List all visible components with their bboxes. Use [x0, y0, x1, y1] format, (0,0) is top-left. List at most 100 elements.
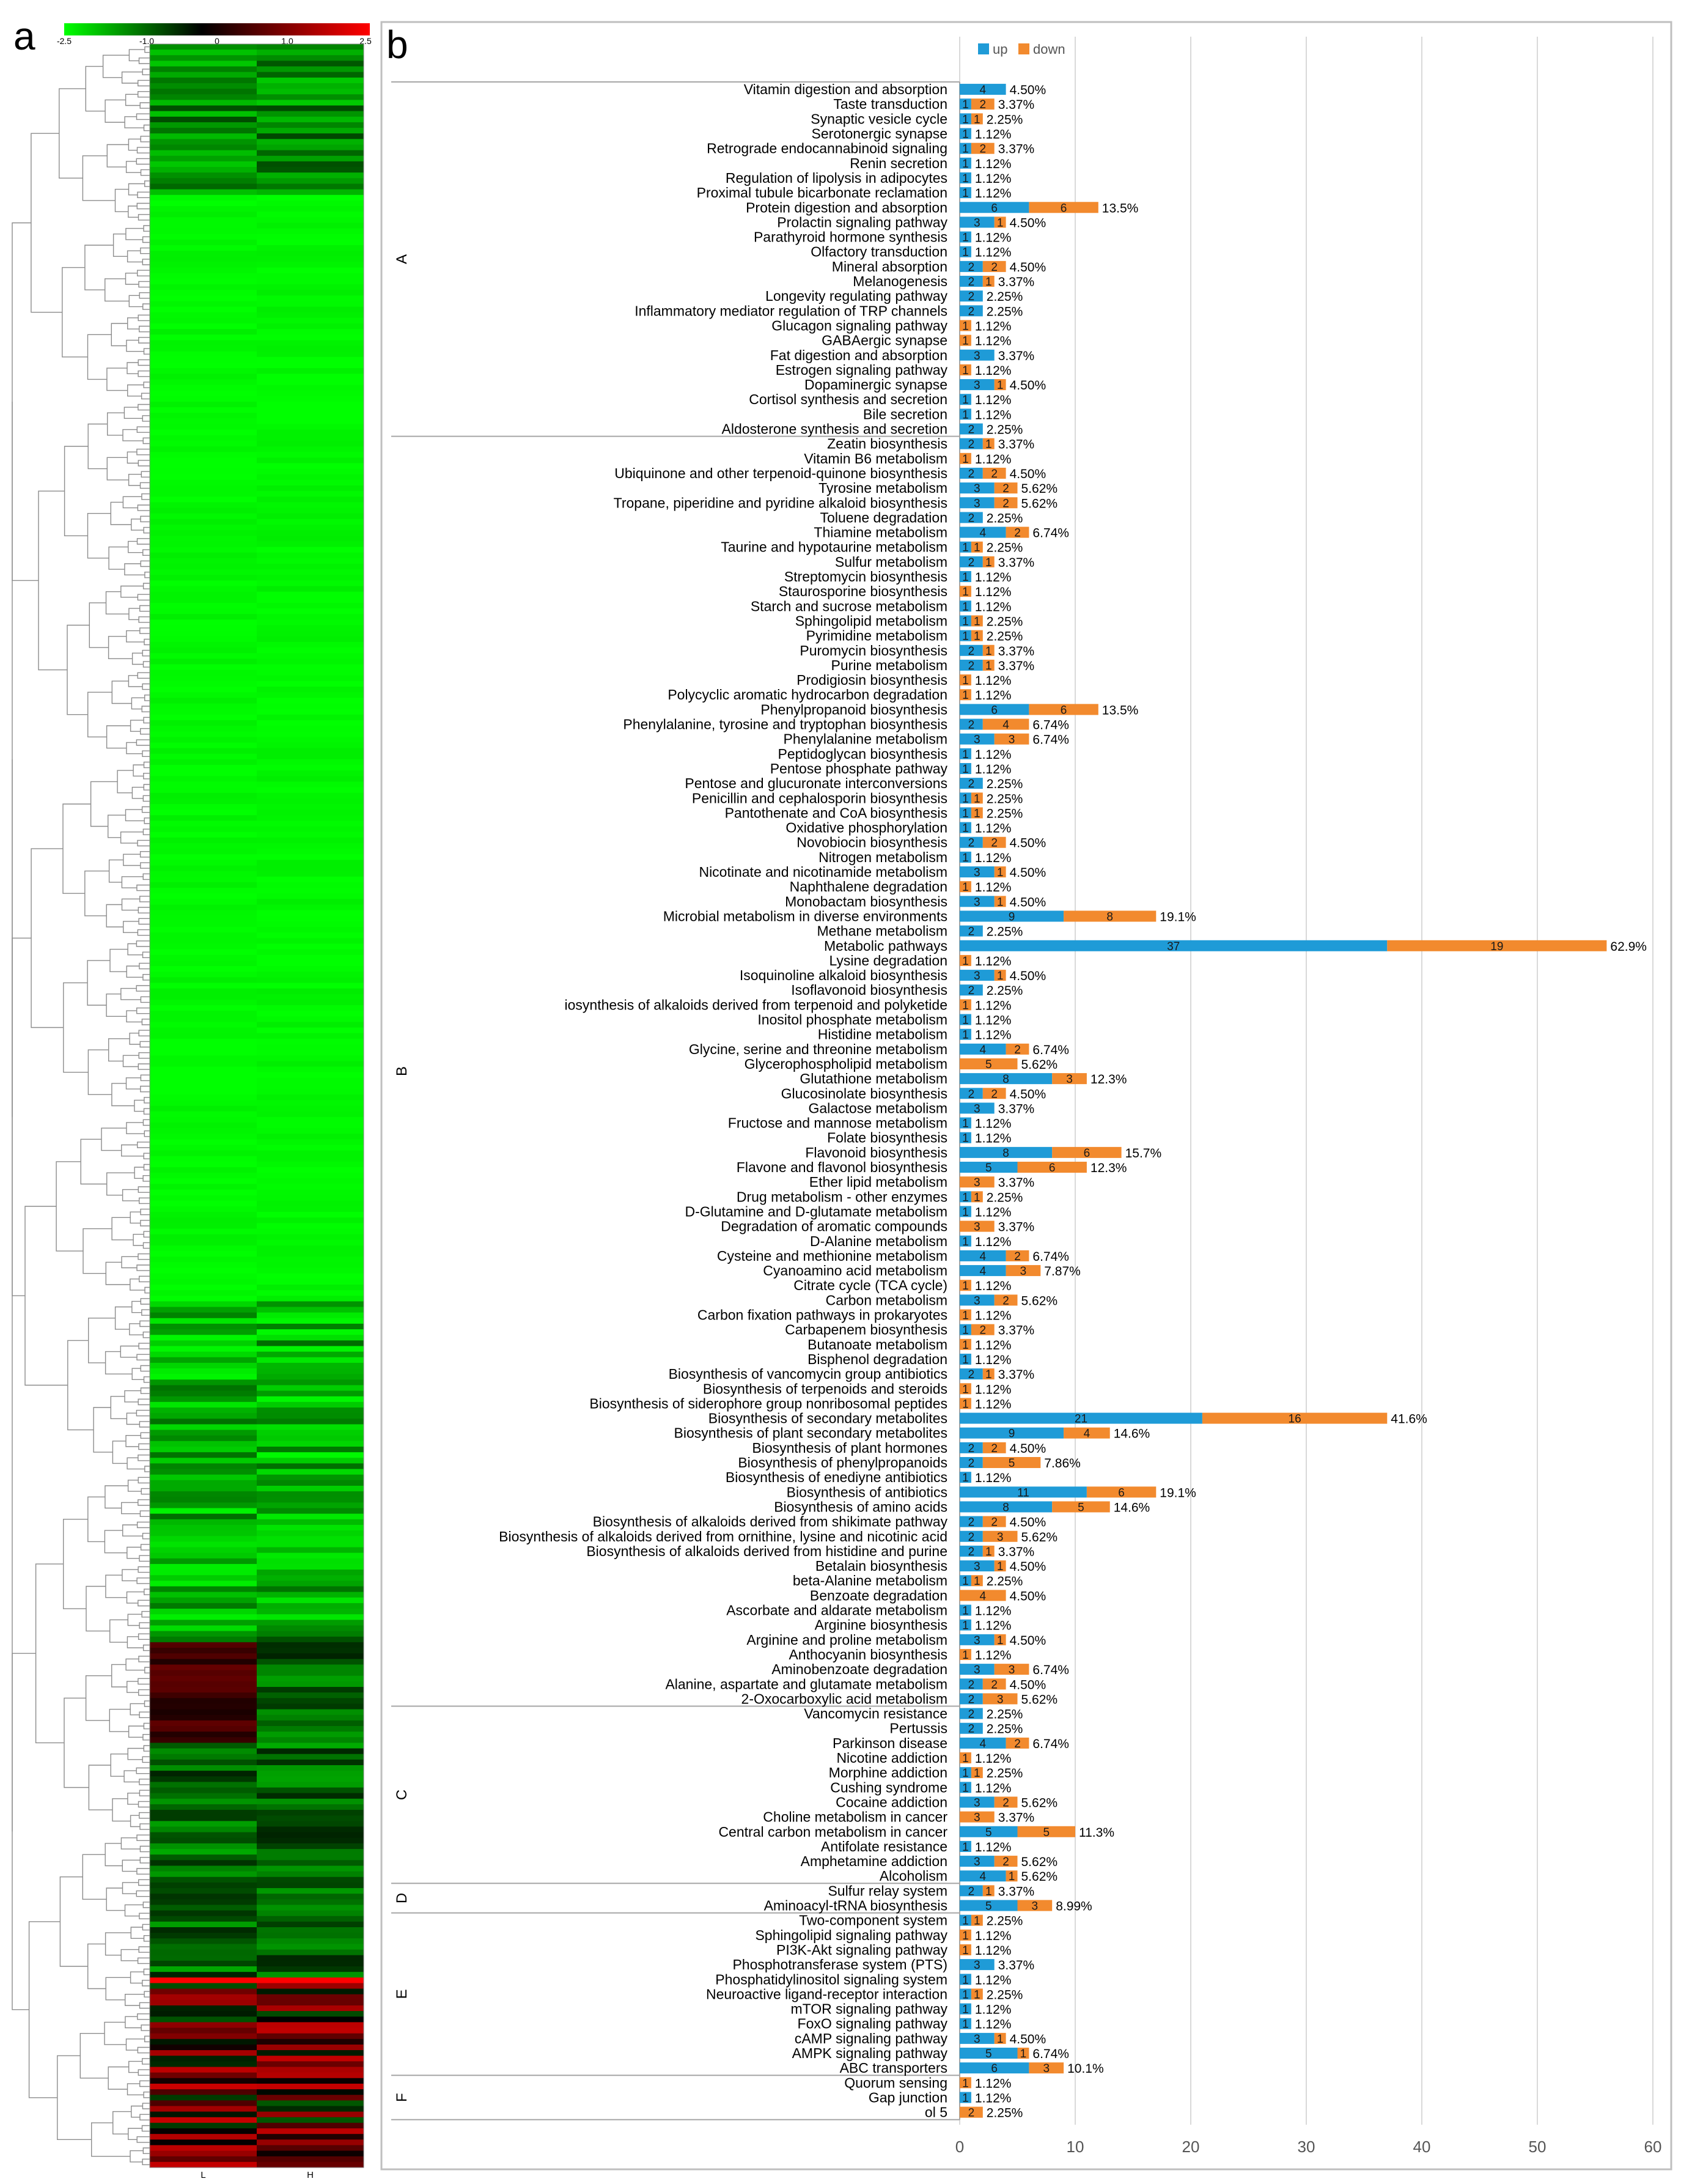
- heatmap-cell: [257, 457, 364, 464]
- heatmap-cell: [150, 653, 257, 659]
- dendrogram-branch: [133, 1234, 144, 1246]
- heatmap-cell: [150, 1860, 257, 1867]
- bar-up-value: 1: [962, 792, 969, 805]
- dendrogram-branch: [136, 538, 150, 545]
- bar-down: [994, 1796, 1018, 1808]
- x-tick-label: 20: [1182, 2138, 1200, 2156]
- bar-down-value: 1: [962, 335, 969, 348]
- heatmap-cell: [257, 228, 364, 235]
- category-label: FoxO signaling pathway: [798, 2016, 948, 2032]
- category-label: Metabolic pathways: [824, 938, 947, 954]
- dendrogram-branch: [108, 636, 133, 659]
- heatmap-cell: [257, 647, 364, 654]
- bar-down-value: 19: [1490, 940, 1503, 953]
- bar-down-value: 16: [1289, 1413, 1301, 1426]
- legend: up down: [978, 42, 1065, 57]
- heatmap-cell: [257, 1396, 364, 1403]
- dendrogram-branch: [128, 1725, 144, 1738]
- category-label: Sphingolipid metabolism: [795, 613, 947, 629]
- heatmap-cell: [150, 899, 257, 906]
- percent-label: 1.12%: [975, 1648, 1012, 1662]
- heatmap-cell: [150, 1703, 257, 1710]
- percent-label: 2.25%: [987, 1988, 1023, 2002]
- heatmap-cell: [257, 692, 364, 698]
- percent-label: 4.50%: [1010, 969, 1046, 983]
- bar-down: [994, 896, 1006, 907]
- dendrogram-branch: [144, 2035, 150, 2043]
- percent-label: 1.12%: [975, 1604, 1012, 1618]
- category-label: Fat digestion and absorption: [770, 347, 947, 363]
- percent-label: 1.12%: [975, 1929, 1012, 1943]
- heatmap-cell: [150, 1256, 257, 1263]
- heatmap-cell: [257, 1134, 364, 1140]
- bar-down: [960, 1383, 971, 1395]
- percent-label: 14.6%: [1114, 1500, 1150, 1514]
- bar-row: Dopaminergic synapse 3 1 4.50%: [804, 377, 1046, 393]
- dendrogram-branch: [139, 1823, 150, 1830]
- bar-down-value: 1: [962, 1752, 969, 1765]
- heatmap-cell: [150, 329, 257, 335]
- heatmap-cell: [150, 100, 257, 106]
- dendrogram-branch: [140, 515, 150, 523]
- category-label: Streptomycin biosynthesis: [784, 569, 947, 585]
- dendrogram-branch: [105, 99, 126, 123]
- heatmap-cell: [150, 413, 257, 419]
- bar-row: Glucosinolate biosynthesis 2 2 4.50%: [781, 1085, 1046, 1101]
- heatmap-cell: [150, 61, 257, 67]
- bar-down: [960, 2077, 971, 2089]
- bar-up-value: 1: [962, 1782, 969, 1795]
- heatmap-cell: [257, 630, 364, 637]
- bar-row: Ubiquinone and other terpenoid-quinone b…: [614, 465, 1046, 481]
- heatmap-cell: [257, 2089, 364, 2095]
- heatmap-cell: [257, 1413, 364, 1419]
- heatmap-cell: [150, 1826, 257, 1833]
- bar-up-value: 1: [962, 1014, 969, 1027]
- heatmap-cell: [150, 759, 257, 766]
- heatmap-cell: [150, 440, 257, 447]
- heatmap-cell: [150, 2111, 257, 2118]
- dendrogram-branch: [62, 803, 91, 894]
- bar-down-value: 1: [997, 2033, 1004, 2046]
- dendrogram-branch: [136, 2136, 150, 2143]
- dendrogram-branch: [142, 2147, 150, 2154]
- heatmap-cell: [150, 1949, 257, 1956]
- heatmap-cell: [150, 1664, 257, 1671]
- heatmap-cell: [150, 1413, 257, 1419]
- heatmap-cell: [150, 94, 257, 100]
- dendrogram-branch: [130, 1971, 144, 1984]
- bar-row: Pyrimidine metabolism 1 1 2.25%: [806, 628, 1023, 644]
- dendrogram-branch: [123, 407, 143, 419]
- dendrogram-branch: [139, 1711, 150, 1718]
- bar-down-value: 2: [980, 1324, 987, 1337]
- heatmap-cell: [150, 2145, 257, 2152]
- bar-up-value: 1: [962, 763, 969, 776]
- category-label: Phosphotransferase system (PTS): [732, 1957, 947, 1972]
- heatmap-cell: [150, 105, 257, 112]
- percent-label: 1.12%: [975, 1619, 1012, 1633]
- bar-up: [960, 512, 983, 523]
- bar-row: Biosynthesis of alkaloids derived from h…: [586, 1543, 1034, 1559]
- bar-up: [960, 1693, 983, 1705]
- dendrogram-branch: [128, 138, 141, 151]
- heatmap-cell: [150, 742, 257, 749]
- heatmap-cell: [257, 1340, 364, 1347]
- dendrogram-branch: [128, 540, 143, 553]
- heatmap-cell: [150, 1927, 257, 1933]
- percent-label: 1.12%: [975, 954, 1012, 968]
- heatmap-cell: [257, 1044, 364, 1050]
- heatmap-cell: [257, 837, 364, 844]
- bar-row: Inflammatory mediator regulation of TRP …: [634, 303, 1023, 319]
- percent-label: 1.12%: [975, 1397, 1012, 1411]
- heatmap-cell: [150, 681, 257, 687]
- heatmap-cell: [257, 787, 364, 794]
- heatmap-cell: [257, 1592, 364, 1598]
- heatmap-cell: [150, 2100, 257, 2107]
- heatmap-cell: [257, 675, 364, 682]
- heatmap-cell: [257, 1284, 364, 1291]
- bar-up-value: 5: [985, 1162, 992, 1175]
- bar-up: [960, 157, 971, 169]
- bar-up-value: 4: [980, 1044, 987, 1057]
- heatmap-cell: [150, 183, 257, 190]
- bar-row: Sphingolipid signaling pathway 1 1.12%: [755, 1927, 1011, 1943]
- heatmap-cell: [257, 843, 364, 849]
